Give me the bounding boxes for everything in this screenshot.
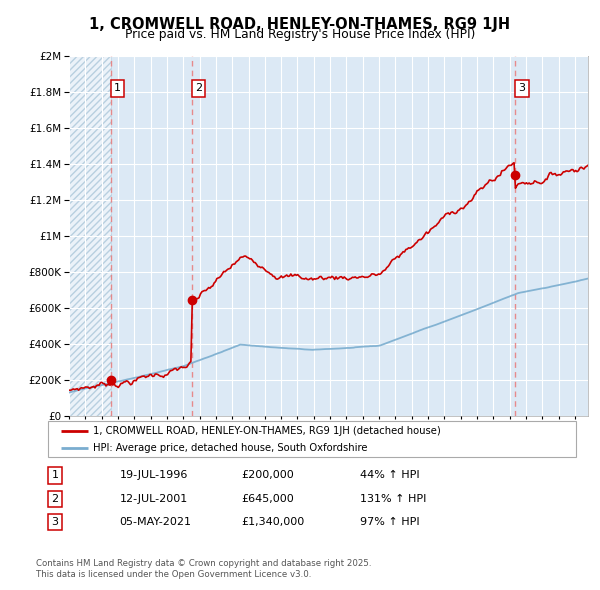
Text: 2: 2 [195, 83, 202, 93]
Text: HPI: Average price, detached house, South Oxfordshire: HPI: Average price, detached house, Sout… [93, 443, 367, 453]
Text: 131% ↑ HPI: 131% ↑ HPI [360, 494, 427, 504]
Text: £200,000: £200,000 [241, 470, 294, 480]
Text: Contains HM Land Registry data © Crown copyright and database right 2025.
This d: Contains HM Land Registry data © Crown c… [36, 559, 371, 579]
Text: 3: 3 [518, 83, 526, 93]
Text: 3: 3 [52, 517, 58, 527]
Bar [69, 56, 110, 416]
Text: 44% ↑ HPI: 44% ↑ HPI [360, 470, 419, 480]
Text: 12-JUL-2001: 12-JUL-2001 [120, 494, 188, 504]
Text: 2: 2 [52, 494, 58, 504]
Text: 1: 1 [52, 470, 58, 480]
Text: 1, CROMWELL ROAD, HENLEY-ON-THAMES, RG9 1JH (detached house): 1, CROMWELL ROAD, HENLEY-ON-THAMES, RG9 … [93, 426, 440, 436]
Text: 05-MAY-2021: 05-MAY-2021 [120, 517, 192, 527]
Text: £1,340,000: £1,340,000 [241, 517, 304, 527]
Text: Price paid vs. HM Land Registry's House Price Index (HPI): Price paid vs. HM Land Registry's House … [125, 28, 475, 41]
Bar [69, 56, 110, 416]
Text: £645,000: £645,000 [241, 494, 294, 504]
Text: 97% ↑ HPI: 97% ↑ HPI [360, 517, 419, 527]
Text: 1, CROMWELL ROAD, HENLEY-ON-THAMES, RG9 1JH: 1, CROMWELL ROAD, HENLEY-ON-THAMES, RG9 … [89, 17, 511, 31]
Text: 19-JUL-1996: 19-JUL-1996 [120, 470, 188, 480]
FancyBboxPatch shape [48, 421, 576, 457]
Text: 1: 1 [114, 83, 121, 93]
